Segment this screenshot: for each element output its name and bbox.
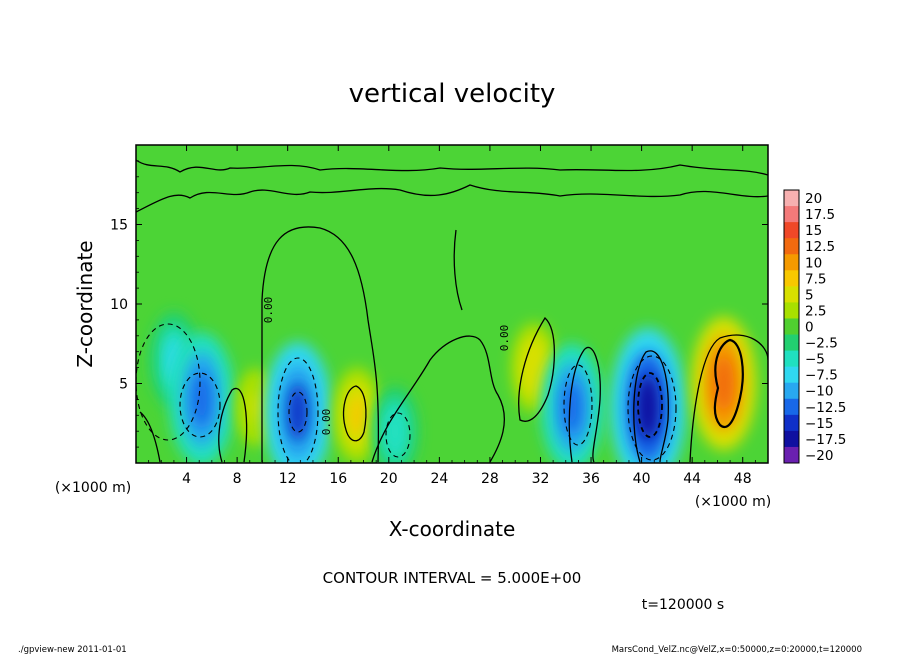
colorbar-segment xyxy=(784,222,799,239)
colorbar-label: 20 xyxy=(805,191,822,207)
colorbar-label: 12.5 xyxy=(805,239,835,255)
contour-label: 0.00 xyxy=(498,325,511,352)
time-text: t=120000 s xyxy=(642,597,724,613)
colorbar-label: 7.5 xyxy=(805,271,826,287)
colorbar-label: −15 xyxy=(805,416,834,432)
colorbar-segment xyxy=(784,350,799,368)
colorbar-segment xyxy=(784,206,799,223)
colorbar-label: −10 xyxy=(805,384,834,400)
plot-area: 0.00 0.00 0.00 4 8 12 16 20 24 28 32 36 40 44 48 51… xyxy=(110,144,769,487)
colorbar-label: −17.5 xyxy=(805,432,846,448)
colorbar-label: 2.5 xyxy=(805,303,826,319)
x-axis-label: X-coordinate xyxy=(389,517,516,541)
colorbar-label: −2.5 xyxy=(805,336,838,352)
x-unit-label-left: (×1000 m) xyxy=(55,480,131,496)
colorbar-segment xyxy=(784,430,799,448)
colorbar-label: 0 xyxy=(805,320,814,336)
colorbar-segment xyxy=(784,286,799,303)
contour-lines xyxy=(136,159,768,463)
x-tick-label: 4 xyxy=(182,471,191,487)
y-axis-ticks: 5 10 15 xyxy=(110,160,768,448)
y-tick-label: 10 xyxy=(110,297,128,313)
footer-right: MarsCond_VelZ.nc@VelZ,x=0:50000,z=0:2000… xyxy=(612,645,862,654)
field-blob-peak xyxy=(636,374,660,441)
y-axis-label: Z-coordinate xyxy=(73,240,97,367)
x-tick-label: 40 xyxy=(633,471,651,487)
colorbar-segment xyxy=(784,398,799,416)
colorbar-segment xyxy=(784,190,799,207)
field-blob-peak xyxy=(249,391,263,424)
field-blob-peak xyxy=(287,382,308,442)
colorbar-segment xyxy=(784,334,799,351)
contour-label: 0.00 xyxy=(262,297,275,324)
field-blob-peak xyxy=(713,355,734,412)
colorbar-label: −7.5 xyxy=(805,368,838,384)
colorbar: 2017.51512.5107.552.50−2.5−5−7.5−10−12.5… xyxy=(783,189,846,464)
colorbar-segment xyxy=(784,414,799,432)
colorbar-segment xyxy=(784,254,799,271)
colorbar-label: 17.5 xyxy=(805,207,835,223)
y-tick-label: 15 xyxy=(110,218,128,234)
x-tick-label: 28 xyxy=(481,471,499,487)
colorbar-frame xyxy=(783,189,800,464)
colorbar-segment xyxy=(784,318,799,335)
footer-left: ./gpview-new 2011-01-01 xyxy=(18,645,127,654)
colorbar-segment xyxy=(784,302,799,319)
x-tick-label: 16 xyxy=(329,471,347,487)
field-blob-peak xyxy=(527,348,542,387)
colorbar-segment xyxy=(784,382,799,400)
field-blob-peak xyxy=(388,412,403,451)
colorbar-segment xyxy=(784,366,799,384)
x-tick-label: 8 xyxy=(233,471,242,487)
colorbar-label: 5 xyxy=(805,287,814,303)
contour-interval-text: CONTOUR INTERVAL = 5.000E+00 xyxy=(323,569,582,587)
negative-contours xyxy=(136,323,677,463)
contour-label: 0.00 xyxy=(320,409,333,436)
colorbar-label: −12.5 xyxy=(805,400,846,416)
field-blob-peak xyxy=(562,380,582,434)
y-tick-label: 5 xyxy=(119,377,128,393)
field-features xyxy=(149,311,757,463)
colorbar-label: 15 xyxy=(805,223,822,239)
chart-title: vertical velocity xyxy=(349,79,556,109)
x-tick-label: 44 xyxy=(683,471,701,487)
field-blob-peak xyxy=(349,395,365,436)
colorbar-label: −5 xyxy=(805,352,825,368)
x-axis-ticks: 4 8 12 16 20 24 28 32 36 40 44 48 xyxy=(148,145,756,487)
contour-zero-labels: 0.00 0.00 0.00 xyxy=(262,297,511,436)
field-blob-peak xyxy=(191,371,212,428)
colorbar-label: −20 xyxy=(805,448,834,464)
x-tick-label: 12 xyxy=(279,471,297,487)
colorbar-label: 10 xyxy=(805,255,822,271)
colorbar-segment xyxy=(784,270,799,287)
x-tick-label: 48 xyxy=(734,471,752,487)
x-tick-label: 36 xyxy=(582,471,600,487)
x-tick-label: 32 xyxy=(532,471,550,487)
x-unit-label-right: (×1000 m) xyxy=(695,494,771,510)
x-tick-label: 20 xyxy=(380,471,398,487)
x-tick-label: 24 xyxy=(430,471,448,487)
colorbar-segment xyxy=(784,238,799,255)
colorbar-segment xyxy=(784,446,799,464)
